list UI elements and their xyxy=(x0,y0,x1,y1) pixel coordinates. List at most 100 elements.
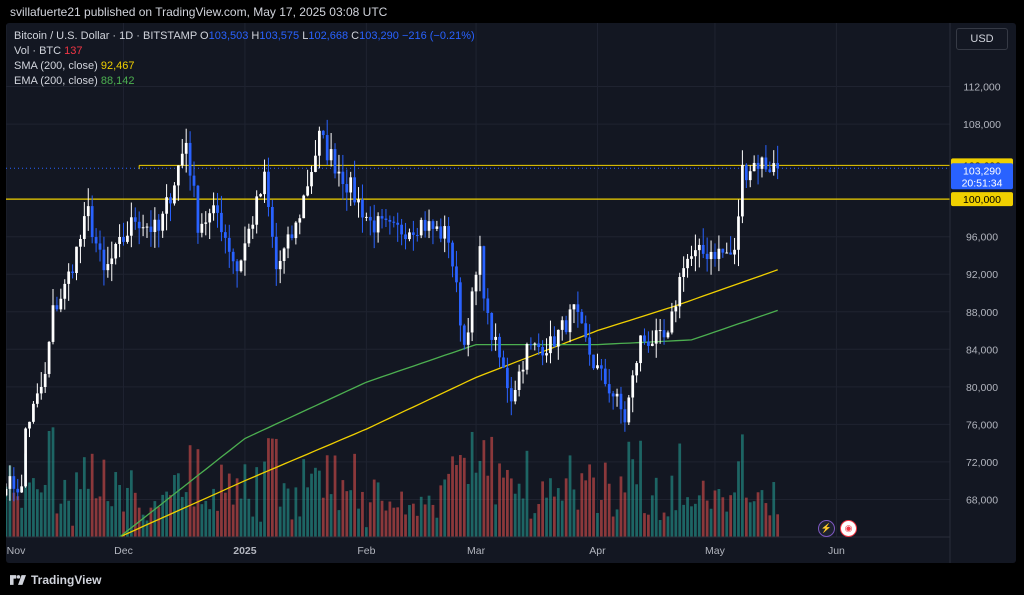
legend-sma-row[interactable]: SMA (200, close) 92,467 xyxy=(14,60,135,72)
volume-bar xyxy=(200,504,204,537)
candle-body xyxy=(545,353,548,356)
candle-body xyxy=(474,274,478,292)
price-tick-label: 88,000 xyxy=(966,307,998,319)
volume-bar xyxy=(529,518,533,537)
lightning-icon[interactable]: ⚡ xyxy=(818,520,835,537)
candle-body xyxy=(627,397,631,423)
volume-bar xyxy=(376,482,380,537)
change-value: −216 (−0.21%) xyxy=(401,30,475,42)
volume-bar xyxy=(126,487,129,537)
candle-body xyxy=(129,217,133,236)
candle-body xyxy=(643,335,646,342)
symbol-title[interactable]: Bitcoin / U.S. Dollar · 1D · BITSTAMP xyxy=(14,30,197,42)
publisher-line: svillafuerte21 published on TradingView.… xyxy=(10,5,388,19)
candle-body xyxy=(529,343,533,345)
volume-bar xyxy=(635,484,639,537)
time-tick-label: Dec xyxy=(114,545,133,557)
volume-bar xyxy=(748,502,752,537)
tradingview-logo-icon xyxy=(10,575,26,585)
volume-bar xyxy=(43,484,47,537)
volume-bar xyxy=(384,510,388,537)
price-tick-label: 80,000 xyxy=(966,382,998,394)
candle-body xyxy=(549,336,552,354)
footer-brand[interactable]: TradingView xyxy=(10,573,101,587)
candle-body xyxy=(86,206,90,217)
candle-body xyxy=(709,251,713,260)
candle-body xyxy=(741,164,744,217)
candle-body xyxy=(28,421,31,429)
volume-bar xyxy=(482,440,486,537)
candle-body xyxy=(298,218,302,223)
volume-bar xyxy=(165,491,168,537)
chart-frame[interactable]: 112,000 108,000 96,000 92,000 88,000 84,000 80… xyxy=(6,23,1016,563)
candle-body xyxy=(90,206,94,238)
volume-bar xyxy=(263,461,266,537)
volume-bar xyxy=(596,512,599,537)
volume-bar xyxy=(75,472,78,537)
volume-bar xyxy=(556,488,560,537)
legend-ema-row[interactable]: EMA (200, close) 88,142 xyxy=(14,75,135,87)
candle-body xyxy=(768,169,772,173)
volume-bar xyxy=(705,500,709,537)
candle-body xyxy=(200,223,204,233)
candle-body xyxy=(631,375,635,398)
volume-bar xyxy=(243,464,247,537)
volume-bar xyxy=(55,513,59,537)
time-tick-label: Apr xyxy=(589,545,606,557)
candle-body xyxy=(102,249,106,271)
volume-bar xyxy=(82,457,86,537)
us-flag-icon[interactable]: ◉ xyxy=(840,520,857,537)
candle-body xyxy=(243,243,247,261)
candle-body xyxy=(364,216,368,218)
candle-body xyxy=(603,368,607,385)
candle-body xyxy=(137,221,141,229)
volume-bar xyxy=(721,497,725,537)
volume-bar xyxy=(697,495,701,537)
legend-ohlc-row: Bitcoin / U.S. Dollar · 1D · BITSTAMP O1… xyxy=(14,30,475,42)
volume-bar xyxy=(466,483,470,537)
candle-body xyxy=(184,142,188,154)
price-tick-label: 96,000 xyxy=(966,232,998,244)
volume-bar xyxy=(223,492,227,537)
volume-bar xyxy=(447,473,450,537)
volume-bar xyxy=(502,477,505,537)
candle-body xyxy=(329,149,333,161)
candle-body xyxy=(635,363,639,376)
currency-button[interactable]: USD xyxy=(956,28,1008,50)
candle-body xyxy=(278,260,282,270)
volume-bar xyxy=(682,504,686,537)
candle-body xyxy=(600,365,603,369)
candle-body xyxy=(110,258,114,265)
volume-bar xyxy=(361,491,364,537)
volume-bar xyxy=(431,504,435,537)
volume-bar xyxy=(353,453,356,537)
volume-bar xyxy=(16,496,20,537)
volume-bar xyxy=(192,506,196,537)
volume-bar xyxy=(325,455,329,537)
candle-body xyxy=(337,171,341,174)
volume-bar xyxy=(541,481,545,537)
volume-bar xyxy=(274,438,278,537)
candle-body xyxy=(396,222,400,225)
candle-body xyxy=(6,488,8,496)
volume-bar xyxy=(345,491,349,537)
candle-body xyxy=(8,476,12,489)
candle-body xyxy=(662,330,666,338)
volume-bar xyxy=(306,487,309,537)
candle-body xyxy=(760,157,764,169)
volume-bar xyxy=(623,492,627,537)
candle-body xyxy=(564,320,568,333)
volume-bar xyxy=(255,467,259,537)
candle-body xyxy=(506,367,509,389)
volume-bar xyxy=(764,503,768,537)
volume-bar xyxy=(35,489,39,537)
volume-bar xyxy=(650,495,654,537)
candle-body xyxy=(513,389,517,402)
candle-body xyxy=(462,325,466,345)
volume-bar xyxy=(701,480,705,537)
volume-bar xyxy=(584,480,588,537)
price-chart[interactable]: 112,000 108,000 96,000 92,000 88,000 84,000 80… xyxy=(6,23,1016,563)
legend-volume-row[interactable]: Vol · BTC 137 xyxy=(14,45,83,57)
volume-bar xyxy=(607,483,611,537)
candle-body xyxy=(223,232,227,238)
